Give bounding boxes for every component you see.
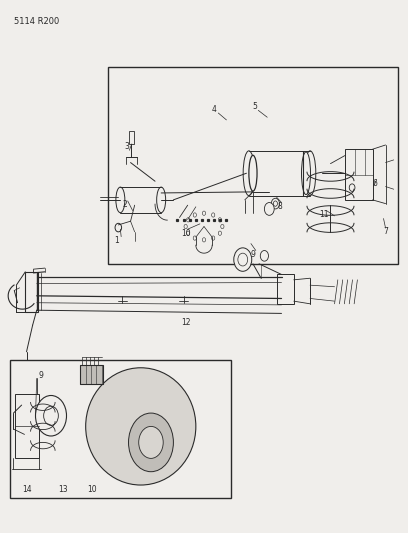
Circle shape xyxy=(139,426,163,458)
Text: 7: 7 xyxy=(383,228,388,236)
Bar xyxy=(80,365,103,384)
Text: 8: 8 xyxy=(277,203,282,211)
Ellipse shape xyxy=(304,151,316,196)
Ellipse shape xyxy=(157,187,166,213)
Bar xyxy=(345,149,373,200)
Ellipse shape xyxy=(302,152,310,195)
Bar xyxy=(15,394,39,458)
Circle shape xyxy=(129,413,173,472)
Text: 1: 1 xyxy=(114,237,119,245)
Circle shape xyxy=(264,203,274,215)
Text: 3: 3 xyxy=(124,142,129,151)
Text: 10: 10 xyxy=(181,229,191,238)
Text: 9: 9 xyxy=(38,372,43,380)
Text: 10: 10 xyxy=(87,485,97,494)
Circle shape xyxy=(234,248,252,271)
Bar xyxy=(10,360,231,498)
Bar xyxy=(277,274,294,304)
Text: 13: 13 xyxy=(58,485,68,494)
Ellipse shape xyxy=(249,155,257,191)
Text: 12: 12 xyxy=(181,318,191,327)
Bar xyxy=(129,131,134,144)
Circle shape xyxy=(35,395,67,436)
Text: 14: 14 xyxy=(22,485,31,494)
Text: 11: 11 xyxy=(319,210,329,219)
Text: 2: 2 xyxy=(122,200,127,208)
Text: 4: 4 xyxy=(212,105,217,114)
Ellipse shape xyxy=(86,368,196,485)
Text: 6: 6 xyxy=(373,180,378,188)
Text: 5: 5 xyxy=(253,102,257,111)
Text: 5114 R200: 5114 R200 xyxy=(14,17,60,26)
Ellipse shape xyxy=(116,187,125,213)
Bar xyxy=(108,67,398,264)
Text: 9: 9 xyxy=(251,251,255,259)
Ellipse shape xyxy=(243,151,255,196)
Bar xyxy=(25,272,38,312)
Circle shape xyxy=(44,406,58,425)
